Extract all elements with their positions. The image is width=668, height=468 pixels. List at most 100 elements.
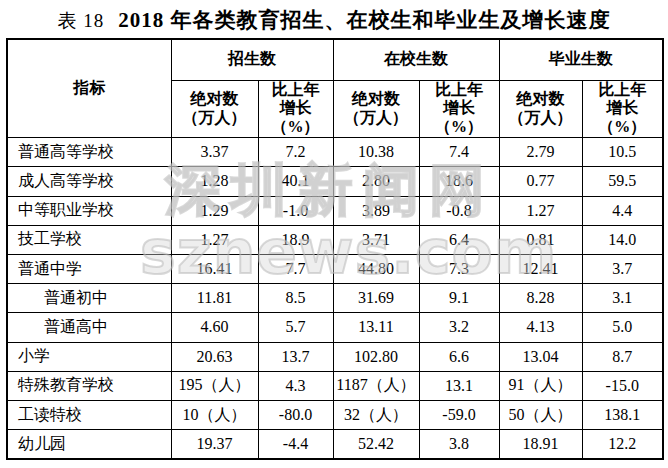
value-cell: -4.4 — [258, 430, 333, 459]
value-cell: 2.80 — [333, 167, 419, 196]
value-cell: 138.1 — [582, 400, 663, 429]
value-cell: 91（人） — [499, 371, 582, 400]
column-group-students: 在校生数 — [333, 39, 499, 80]
value-cell: 5.0 — [582, 313, 663, 342]
value-cell: 19.37 — [171, 430, 258, 459]
value-cell: 195（人） — [171, 371, 258, 400]
value-cell: 18.91 — [499, 430, 582, 459]
value-cell: 1.27 — [171, 225, 258, 254]
value-cell: 18.6 — [419, 167, 499, 196]
value-cell: 12.2 — [582, 430, 663, 459]
value-cell: 8.7 — [582, 342, 663, 371]
value-cell: 7.4 — [419, 138, 499, 167]
value-cell: 20.63 — [171, 342, 258, 371]
value-cell: 13.11 — [333, 313, 419, 342]
value-cell: 13.04 — [499, 342, 582, 371]
indicator-cell: 普通高等学校 — [7, 138, 171, 167]
value-cell: 10.5 — [582, 138, 663, 167]
table-row: 中等职业学校1.29-1.03.89-0.81.274.4 — [7, 196, 663, 225]
value-cell: 3.1 — [582, 284, 663, 313]
indicator-cell: 普通中学 — [7, 254, 171, 283]
value-cell: 4.60 — [171, 313, 258, 342]
value-cell: 1187（人） — [333, 371, 419, 400]
subheader-students-absolute: 绝对数 （万人） — [333, 80, 419, 138]
value-cell: 102.80 — [333, 342, 419, 371]
table-row: 普通初中11.818.531.699.18.283.1 — [7, 284, 663, 313]
indicator-cell: 特殊教育学校 — [7, 371, 171, 400]
table-title-text: 2018 年各类教育招生、在校生和毕业生及增长速度 — [118, 8, 610, 32]
value-cell: 6.4 — [419, 225, 499, 254]
table-row: 普通高等学校3.377.210.387.42.7910.5 — [7, 138, 663, 167]
indicator-cell: 技工学校 — [7, 225, 171, 254]
column-header-indicator: 指标 — [7, 39, 171, 138]
value-cell: 59.5 — [582, 167, 663, 196]
value-cell: 10（人） — [171, 400, 258, 429]
value-cell: 8.5 — [258, 284, 333, 313]
value-cell: 52.42 — [333, 430, 419, 459]
indicator-cell: 普通初中 — [7, 284, 171, 313]
value-cell: 3.37 — [171, 138, 258, 167]
value-cell: 3.7 — [582, 254, 663, 283]
value-cell: 4.3 — [258, 371, 333, 400]
value-cell: 13.1 — [419, 371, 499, 400]
value-cell: 0.77 — [499, 167, 582, 196]
value-cell: 5.7 — [258, 313, 333, 342]
value-cell: -80.0 — [258, 400, 333, 429]
value-cell: 14.0 — [582, 225, 663, 254]
table-row: 小学20.6313.7102.806.613.048.7 — [7, 342, 663, 371]
education-statistics-table: 指标 招生数 在校生数 毕业生数 绝对数 （万人） 比上年 增长（%） 绝对数 … — [6, 38, 664, 460]
value-cell: 11.81 — [171, 284, 258, 313]
value-cell: 7.2 — [258, 138, 333, 167]
value-cell: 3.71 — [333, 225, 419, 254]
subheader-graduates-growth: 比上年 增长（%） — [582, 80, 663, 138]
indicator-cell: 中等职业学校 — [7, 196, 171, 225]
value-cell: 10.38 — [333, 138, 419, 167]
value-cell: 1.29 — [171, 196, 258, 225]
value-cell: 12.41 — [499, 254, 582, 283]
value-cell: 18.9 — [258, 225, 333, 254]
value-cell: 6.6 — [419, 342, 499, 371]
value-cell: 13.7 — [258, 342, 333, 371]
table-row: 普通中学16.417.744.807.312.413.7 — [7, 254, 663, 283]
indicator-cell: 小学 — [7, 342, 171, 371]
indicator-cell: 工读特校 — [7, 400, 171, 429]
table-row: 技工学校1.2718.93.716.40.8114.0 — [7, 225, 663, 254]
indicator-cell: 幼儿园 — [7, 430, 171, 459]
value-cell: 16.41 — [171, 254, 258, 283]
value-cell: 4.13 — [499, 313, 582, 342]
value-cell: 4.4 — [582, 196, 663, 225]
table-number-label: 表 18 — [58, 10, 105, 31]
value-cell: 1.28 — [171, 167, 258, 196]
value-cell: 3.2 — [419, 313, 499, 342]
value-cell: 32（人） — [333, 400, 419, 429]
table-row: 特殊教育学校195（人）4.31187（人）13.191（人）-15.0 — [7, 371, 663, 400]
table-title: 表 18 2018 年各类教育招生、在校生和毕业生及增长速度 — [0, 6, 668, 34]
table-row: 成人高等学校1.2840.12.8018.60.7759.5 — [7, 167, 663, 196]
value-cell: 3.8 — [419, 430, 499, 459]
value-cell: 31.69 — [333, 284, 419, 313]
value-cell: -1.0 — [258, 196, 333, 225]
subheader-students-growth: 比上年 增长（%） — [419, 80, 499, 138]
value-cell: 8.28 — [499, 284, 582, 313]
value-cell: 7.7 — [258, 254, 333, 283]
subheader-enrollment-absolute: 绝对数 （万人） — [171, 80, 258, 138]
value-cell: 50（人） — [499, 400, 582, 429]
value-cell: 7.3 — [419, 254, 499, 283]
value-cell: 40.1 — [258, 167, 333, 196]
column-group-enrollment: 招生数 — [171, 39, 333, 80]
table-row: 普通高中4.605.713.113.24.135.0 — [7, 313, 663, 342]
table-row: 幼儿园19.37-4.452.423.818.9112.2 — [7, 430, 663, 459]
value-cell: 3.89 — [333, 196, 419, 225]
value-cell: 9.1 — [419, 284, 499, 313]
subheader-enrollment-growth: 比上年 增长（%） — [258, 80, 333, 138]
value-cell: 44.80 — [333, 254, 419, 283]
value-cell: 0.81 — [499, 225, 582, 254]
value-cell: 1.27 — [499, 196, 582, 225]
value-cell: -0.8 — [419, 196, 499, 225]
value-cell: -59.0 — [419, 400, 499, 429]
value-cell: -15.0 — [582, 371, 663, 400]
indicator-cell: 普通高中 — [7, 313, 171, 342]
column-group-graduates: 毕业生数 — [499, 39, 663, 80]
indicator-cell: 成人高等学校 — [7, 167, 171, 196]
subheader-graduates-absolute: 绝对数 （万人） — [499, 80, 582, 138]
